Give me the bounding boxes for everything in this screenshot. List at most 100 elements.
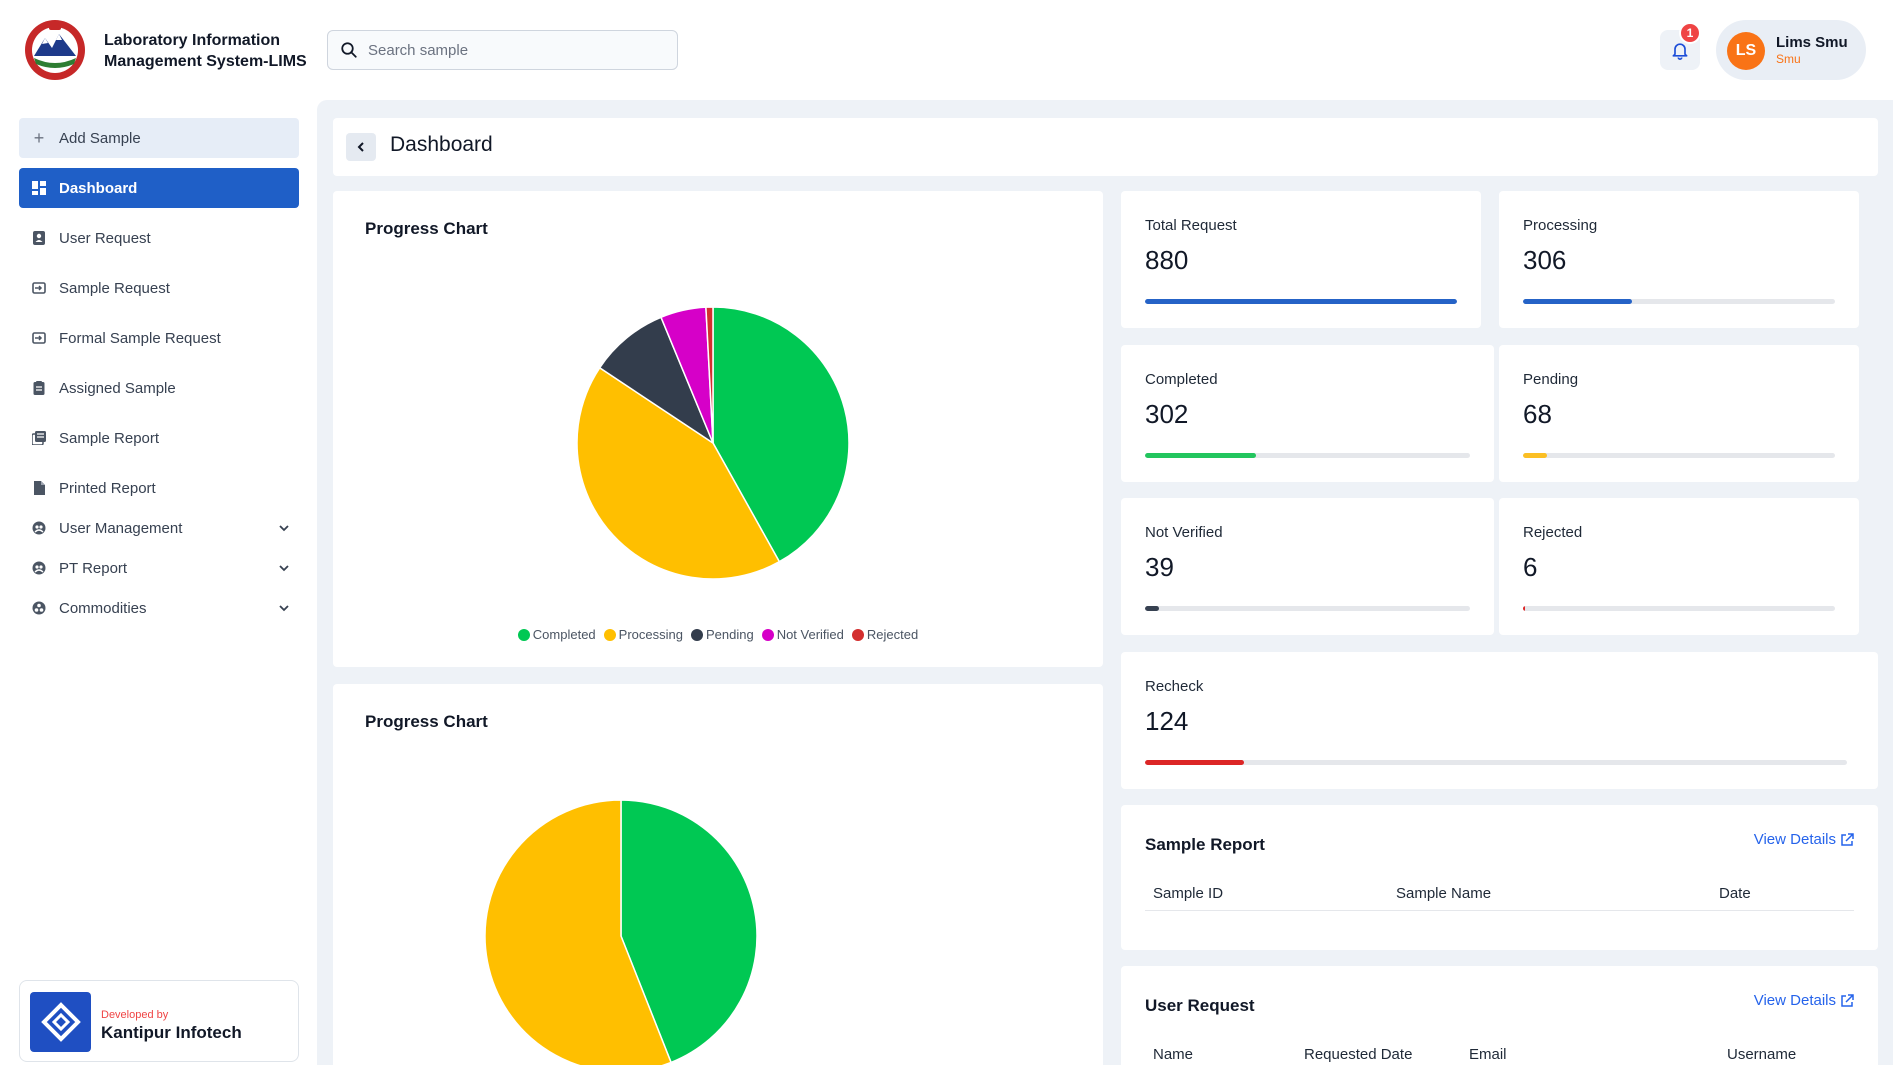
stat-label: Completed: [1145, 371, 1218, 388]
legend-item-rejected[interactable]: Rejected: [851, 627, 919, 642]
legend-label: Processing: [618, 627, 683, 642]
progress-bar-fill: [1145, 606, 1160, 611]
app-title-line2: Management System-LIMS: [104, 53, 307, 70]
sidebar-item-sample-report[interactable]: Sample Report: [19, 418, 299, 458]
legend-dot: [690, 628, 703, 641]
sample-request-icon: [32, 282, 46, 294]
sidebar: + Add Sample Dashboard User Request Samp…: [19, 118, 299, 628]
pie-slice-pending[interactable]: [598, 316, 715, 445]
user-management-icon: [32, 521, 46, 535]
stat-card-pending: Pending 68: [1499, 345, 1859, 482]
title-bar: Dashboard: [333, 118, 1878, 176]
search-box[interactable]: [327, 30, 678, 70]
chart-title: Progress Chart: [365, 712, 488, 731]
legend-item-not-verified[interactable]: Not Verified: [761, 627, 844, 642]
legend-item-pending[interactable]: Pending: [690, 627, 754, 642]
sidebar-item-commodities[interactable]: Commodities: [19, 588, 299, 628]
notification-count-badge: 1: [1679, 22, 1701, 44]
legend-label: Not Verified: [776, 627, 844, 642]
user-request-icon: [33, 231, 45, 245]
app-title-line1: Laboratory Information: [104, 32, 281, 49]
sidebar-item-label: Commodities: [59, 599, 147, 617]
sample-report-icon: [32, 431, 46, 445]
legend-item-completed[interactable]: Completed: [517, 627, 596, 642]
view-details-link[interactable]: View Details: [1754, 831, 1854, 848]
stat-value: 68: [1523, 399, 1552, 429]
legend-dot: [761, 628, 774, 641]
progress-chart-card-2: Progress Chart: [333, 684, 1103, 1065]
progress-bar-fill: [1523, 453, 1548, 458]
pie-slice-rejected[interactable]: [705, 306, 714, 444]
chart-title: Progress Chart: [365, 219, 488, 238]
progress-bar: [1523, 606, 1835, 611]
sidebar-item-sample-request[interactable]: Sample Request: [19, 268, 299, 308]
progress-chart-card: Progress Chart Completed Processing Pend…: [333, 191, 1103, 667]
developed-by-label: Developed by: [101, 1009, 169, 1021]
column-header: Date: [1719, 885, 1751, 902]
user-menu[interactable]: LS Lims Smu Smu: [1716, 20, 1866, 80]
progress-pie-chart: [576, 306, 850, 580]
view-details-link[interactable]: View Details: [1754, 992, 1854, 1009]
developer-name: Kantipur Infotech: [101, 1023, 242, 1042]
stat-card-processing: Processing 306: [1499, 191, 1859, 328]
back-button[interactable]: [346, 133, 376, 161]
progress-bar: [1145, 453, 1470, 458]
progress-bar-fill: [1523, 299, 1632, 304]
sidebar-item-formal-sample-request[interactable]: Formal Sample Request: [19, 318, 299, 358]
stat-card-total-request: Total Request 880: [1121, 191, 1481, 328]
legend-item-processing[interactable]: Processing: [603, 627, 683, 642]
page-title: Dashboard: [390, 133, 493, 156]
table-header: Sample ID Sample Name Date: [1145, 881, 1854, 911]
commodities-icon: [32, 601, 46, 615]
progress-bar: [1145, 299, 1457, 304]
user-name: Lims Smu: [1776, 34, 1848, 51]
sidebar-item-dashboard[interactable]: Dashboard: [19, 168, 299, 208]
search-input[interactable]: [368, 41, 658, 59]
chevron-down-icon: [279, 525, 289, 532]
pie-slice-green[interactable]: [620, 799, 758, 1064]
dashboard-icon: [32, 181, 46, 195]
header: Laboratory Information Management System…: [0, 0, 1893, 100]
sidebar-item-label: Sample Report: [59, 429, 160, 447]
sidebar-item-assigned-sample[interactable]: Assigned Sample: [19, 368, 299, 408]
column-header: Username: [1727, 1046, 1797, 1063]
printed-report-icon: [34, 481, 45, 495]
sidebar-item-pt-report[interactable]: PT Report: [19, 548, 299, 588]
stat-value: 39: [1145, 552, 1174, 582]
app-title: Laboratory Information Management System…: [104, 30, 314, 72]
sidebar-item-label: Sample Request: [59, 279, 170, 297]
pie-slice-processing[interactable]: [576, 366, 781, 580]
legend-dot: [517, 628, 530, 641]
sidebar-item-printed-report[interactable]: Printed Report: [19, 468, 299, 508]
external-link-icon: [1841, 832, 1854, 846]
legend-dot: [603, 628, 616, 641]
sidebar-item-user-request[interactable]: User Request: [19, 218, 299, 258]
pt-report-icon: [32, 561, 46, 575]
formal-request-icon: [32, 332, 46, 344]
plus-icon: +: [33, 127, 45, 148]
sidebar-item-label: Assigned Sample: [59, 379, 176, 397]
main-content: Dashboard Progress Chart Completed Proce…: [317, 100, 1893, 1065]
stat-value: 306: [1523, 245, 1567, 275]
stat-label: Not Verified: [1145, 524, 1223, 541]
sidebar-item-label: PT Report: [59, 559, 128, 577]
column-header: Sample ID: [1153, 885, 1224, 902]
progress-bar: [1145, 760, 1847, 765]
legend-label: Pending: [705, 627, 754, 642]
progress-bar: [1523, 453, 1835, 458]
assigned-sample-icon: [33, 381, 45, 395]
sidebar-item-user-management[interactable]: User Management: [19, 508, 299, 548]
pie-slice-completed[interactable]: [712, 306, 850, 563]
stat-value: 6: [1523, 552, 1538, 582]
pie-slice-yellow[interactable]: [484, 799, 673, 1065]
stat-card-completed: Completed 302: [1121, 345, 1494, 482]
sidebar-item-label: Printed Report: [59, 479, 156, 497]
legend-label: Rejected: [866, 627, 919, 642]
sidebar-item-label: User Management: [59, 519, 183, 537]
bell-icon: [1672, 43, 1688, 60]
sidebar-item-label: User Request: [59, 229, 151, 247]
add-sample-button[interactable]: + Add Sample: [19, 118, 299, 158]
column-header: Sample Name: [1396, 885, 1492, 902]
sidebar-item-label: Dashboard: [59, 179, 138, 197]
legend-dot: [851, 628, 864, 641]
